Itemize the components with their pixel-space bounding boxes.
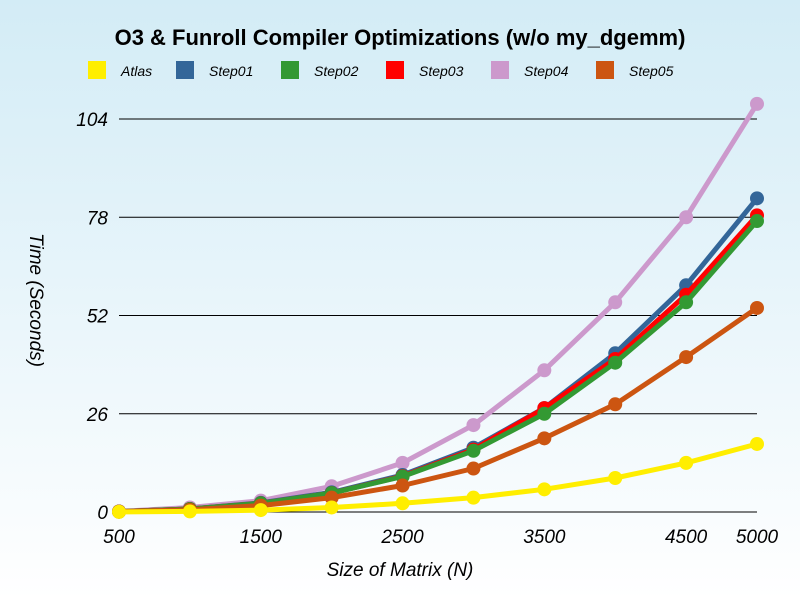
data-point	[466, 443, 481, 458]
data-point	[679, 210, 694, 225]
y-axis-label: Time (Seconds)	[25, 233, 46, 367]
legend-swatch	[491, 61, 509, 79]
legend-item: Step03	[386, 61, 464, 79]
data-point	[537, 406, 552, 421]
y-axis-ticks: 0 26 52 78 104	[76, 110, 108, 524]
data-point	[750, 191, 764, 206]
x-tick-label: 2500	[380, 527, 424, 548]
x-tick-label: 3500	[523, 527, 566, 548]
data-point	[466, 461, 481, 476]
x-tick-label: 5000	[736, 527, 779, 548]
x-tick-label: 4500	[665, 527, 708, 548]
legend-item: Atlas	[88, 61, 152, 79]
x-axis-ticks: 500 1500 2500 3500 4500 5000	[103, 527, 778, 548]
legend-label: Step02	[314, 63, 359, 79]
legend-label: Step01	[209, 63, 253, 79]
legend-swatch	[596, 61, 614, 79]
series-step05	[112, 300, 764, 519]
data-point	[466, 490, 481, 505]
y-tick-label: 0	[97, 503, 108, 524]
y-tick-label: 52	[87, 307, 109, 328]
legend-label: Atlas	[120, 63, 152, 79]
series-atlas	[112, 436, 764, 519]
data-point	[608, 397, 623, 412]
data-point	[679, 350, 694, 365]
legend-swatch	[88, 61, 106, 79]
data-point	[679, 455, 694, 470]
data-point	[750, 96, 764, 111]
chart-title: O3 & Funroll Compiler Optimizations (w/o…	[115, 25, 686, 50]
data-point	[324, 490, 339, 505]
data-point	[182, 504, 197, 519]
data-point	[395, 455, 410, 470]
x-axis-label: Size of Matrix (N)	[327, 560, 474, 581]
y-tick-label: 26	[86, 405, 109, 426]
data-point	[750, 214, 764, 229]
data-point	[608, 470, 623, 485]
legend-label: Step05	[629, 63, 674, 79]
series-line	[116, 441, 760, 515]
legend-label: Step04	[524, 63, 569, 79]
data-point	[679, 295, 694, 310]
data-point	[395, 478, 410, 493]
legend-item: Step01	[176, 61, 253, 79]
data-point	[324, 500, 339, 515]
legend-label: Step03	[419, 63, 464, 79]
x-tick-label: 500	[103, 527, 135, 548]
data-point	[537, 431, 552, 446]
legend-swatch	[386, 61, 404, 79]
y-tick-label: 78	[87, 208, 109, 229]
data-point	[112, 504, 126, 519]
legend-item: Step02	[281, 61, 359, 79]
series-step02	[112, 214, 764, 519]
legend-swatch	[281, 61, 299, 79]
legend-swatch	[176, 61, 194, 79]
data-point	[466, 418, 481, 433]
data-point	[395, 496, 410, 511]
series-step03	[112, 208, 764, 519]
series-layer	[112, 96, 764, 519]
y-tick-label: 104	[76, 110, 108, 131]
legend-item: Step05	[596, 61, 674, 79]
data-point	[750, 436, 764, 451]
data-point	[608, 295, 623, 310]
x-tick-label: 1500	[240, 527, 283, 548]
legend-item: Step04	[491, 61, 569, 79]
data-point	[537, 363, 552, 378]
data-point	[608, 355, 623, 370]
data-point	[750, 300, 764, 315]
data-point	[537, 482, 552, 497]
legend: Atlas Step01 Step02 Step03 Step04 Step05	[88, 61, 674, 79]
series-line	[116, 305, 760, 515]
data-point	[253, 503, 268, 518]
gridlines	[119, 118, 757, 513]
